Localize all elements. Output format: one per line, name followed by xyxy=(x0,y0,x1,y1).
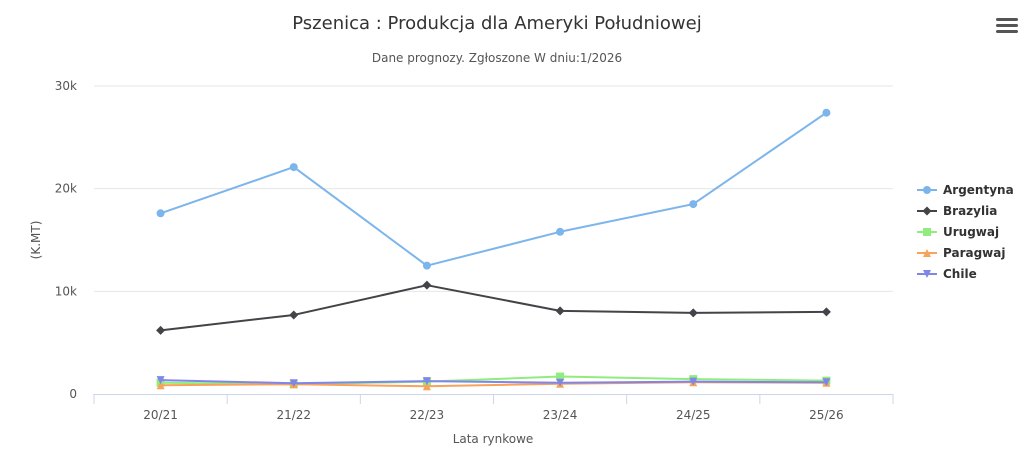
data-point xyxy=(555,306,565,316)
x-tick-label: 24/25 xyxy=(676,408,711,422)
x-tick-label: 25/26 xyxy=(809,408,844,422)
legend-label: Brazylia xyxy=(943,204,997,218)
y-axis: 0 10k 20k 30k xyxy=(55,79,77,401)
legend-marker xyxy=(923,249,931,257)
data-point xyxy=(556,378,565,387)
hamburger-menu-icon[interactable] xyxy=(996,18,1018,36)
series-line xyxy=(160,379,827,385)
data-point xyxy=(156,209,165,218)
series-brazylia xyxy=(156,280,831,335)
x-tick-label: 21/22 xyxy=(276,408,311,422)
data-point xyxy=(422,280,432,290)
data-point xyxy=(821,307,831,317)
data-point xyxy=(289,379,298,388)
legend-item-brazylia[interactable]: Brazylia xyxy=(917,204,997,218)
chart-title: Pszenica : Produkcja dla Ameryki Południ… xyxy=(292,13,701,34)
series-argentyna xyxy=(156,108,831,270)
data-point xyxy=(156,325,166,335)
data-point xyxy=(422,377,431,386)
x-tick-label: 20/21 xyxy=(143,408,178,422)
data-point xyxy=(289,310,299,320)
data-point xyxy=(688,308,698,318)
series-chile xyxy=(156,376,831,388)
legend-marker xyxy=(922,206,932,216)
y-tick-label: 10k xyxy=(55,284,77,298)
legend-marker xyxy=(923,270,931,278)
data-point xyxy=(689,200,698,209)
legend-marker xyxy=(923,228,931,236)
y-tick-label: 20k xyxy=(55,182,77,196)
legend: Argentyna Brazylia Urugwaj Paragwaj Chile xyxy=(917,183,1014,281)
legend-item-paragwaj[interactable]: Paragwaj xyxy=(917,246,1005,260)
series-line xyxy=(160,111,827,267)
x-tick-label: 23/24 xyxy=(543,408,578,422)
data-point xyxy=(422,382,431,391)
data-point xyxy=(689,377,698,386)
data-point xyxy=(556,372,565,381)
data-point xyxy=(156,381,165,390)
y-tick-label: 30k xyxy=(55,79,77,93)
data-point xyxy=(422,261,431,270)
y-axis-title: (K.MT) xyxy=(29,221,43,260)
x-axis-title: Lata rynkowe xyxy=(453,432,534,446)
legend-label: Paragwaj xyxy=(943,246,1005,260)
series-group xyxy=(156,108,831,391)
data-point xyxy=(289,163,298,172)
legend-label: Argentyna xyxy=(943,183,1014,197)
data-point xyxy=(822,378,831,387)
legend-label: Urugwaj xyxy=(943,225,999,239)
y-tick-label: 0 xyxy=(69,387,77,401)
legend-label: Chile xyxy=(943,267,977,281)
data-point xyxy=(556,227,565,236)
grid-lines xyxy=(94,85,893,292)
legend-marker xyxy=(923,186,931,194)
x-tick-label: 22/23 xyxy=(410,408,445,422)
chart-subtitle: Dane prognozy. Zgłoszone W dniu:1/2026 xyxy=(372,51,622,65)
series-line xyxy=(160,284,827,332)
legend-item-chile[interactable]: Chile xyxy=(917,267,977,281)
data-point xyxy=(156,376,165,385)
x-axis: 20/21 21/22 22/23 23/24 24/25 25/26 xyxy=(93,394,894,422)
data-point xyxy=(822,108,831,117)
legend-item-urugwaj[interactable]: Urugwaj xyxy=(917,225,999,239)
legend-item-argentyna[interactable]: Argentyna xyxy=(917,183,1014,197)
